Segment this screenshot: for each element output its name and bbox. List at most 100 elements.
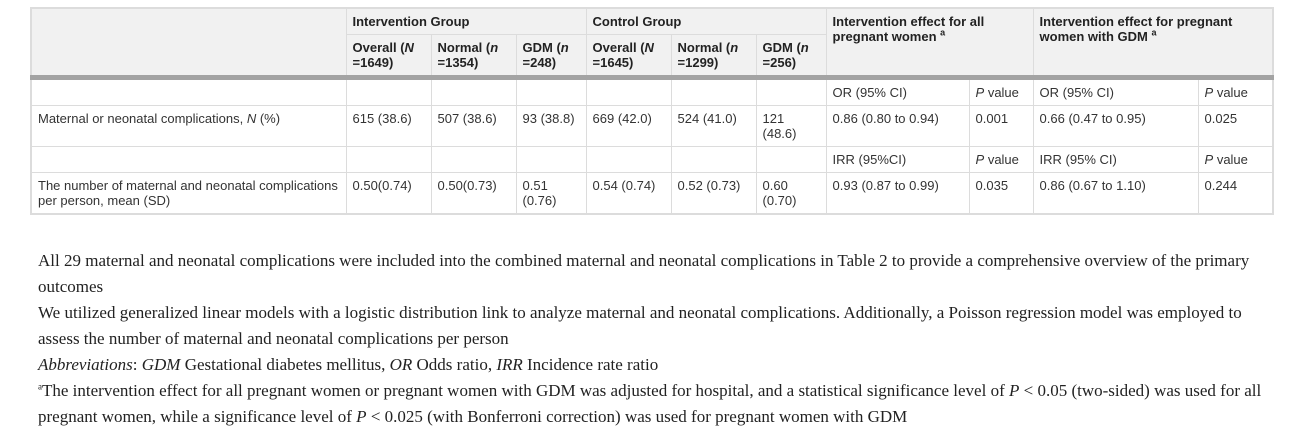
text-run: < 0.05 (two-sided) was used for all preg… xyxy=(38,381,1262,426)
text-run: Odds ratio, xyxy=(412,355,497,374)
table-cell xyxy=(515,77,587,106)
footnotes: All 29 maternal and neonatal complicatio… xyxy=(38,248,1268,430)
italic-run: Abbreviations xyxy=(38,355,133,374)
subheader: Normal (n =1299) xyxy=(670,34,757,80)
header-cell xyxy=(30,7,347,80)
table-cell xyxy=(585,146,672,173)
table-cell: 0.025 xyxy=(1197,105,1274,147)
table-cell: 0.001 xyxy=(968,105,1034,147)
text-run: =248) xyxy=(522,55,557,70)
table-cell: 0.035 xyxy=(968,172,1034,215)
table-cell: 524 (41.0) xyxy=(670,105,757,147)
text-run: Normal ( xyxy=(437,40,491,55)
header-group: Intervention effect for all pregnant wom… xyxy=(825,7,1034,80)
table-cell: IRR (95% CI) xyxy=(1032,146,1199,173)
subheader: GDM (n =248) xyxy=(515,34,587,80)
superscript: a xyxy=(1151,27,1157,38)
text-run: Intervention effect for all pregnant wom… xyxy=(832,14,985,44)
italic-run: n xyxy=(490,40,499,55)
footnote: We utilized generalized linear models wi… xyxy=(38,303,1242,348)
italic-run: P xyxy=(1204,152,1214,167)
table-cell: 0.93 (0.87 to 0.99) xyxy=(825,172,970,215)
table-cell xyxy=(585,77,672,106)
text-run: Maternal or neonatal complications, xyxy=(38,111,247,126)
text-run: value xyxy=(984,152,1019,167)
text-run: =1649) xyxy=(352,55,394,70)
table-cell xyxy=(430,146,517,173)
header-group: Intervention Group xyxy=(345,7,587,35)
subheader: GDM (n =256) xyxy=(755,34,827,80)
table-body: OR (95% CI) P value OR (95% CI) P value Mate… xyxy=(30,77,1274,215)
table-row: Maternal or neonatal complications, N (%… xyxy=(30,105,1274,147)
table-cell: Maternal or neonatal complications, N (%… xyxy=(30,105,347,147)
italic-run: n xyxy=(730,40,739,55)
header-group: Intervention effect for pregnant women w… xyxy=(1032,7,1274,80)
italic-run: N xyxy=(246,111,257,126)
italic-run: N xyxy=(644,40,654,55)
table-cell xyxy=(755,146,827,173)
subheader: Overall (N =1645) xyxy=(585,34,672,80)
footnote: aThe intervention effect for all pregnan… xyxy=(38,378,1268,430)
table-cell: 0.86 (0.67 to 1.10) xyxy=(1032,172,1199,215)
table-cell: P value xyxy=(1197,77,1274,106)
table-cell: 0.50(0.73) xyxy=(430,172,517,215)
text-run: Overall ( xyxy=(592,40,645,55)
table-cell: 0.66 (0.47 to 0.95) xyxy=(1032,105,1199,147)
italic-run: P xyxy=(975,152,985,167)
italic-run: P xyxy=(1008,381,1020,400)
text-run: Intervention effect for pregnant women w… xyxy=(1039,14,1233,44)
text-run: Incidence rate ratio xyxy=(522,355,659,374)
table-row: The number of maternal and neonatal comp… xyxy=(30,172,1274,215)
table-cell: 0.52 (0.73) xyxy=(670,172,757,215)
text-run: value xyxy=(984,85,1019,100)
italic-run: GDM xyxy=(141,355,181,374)
table-cell: P value xyxy=(968,77,1034,106)
italic-run: n xyxy=(560,40,569,55)
results-table: Intervention Group Control Group Intervent… xyxy=(30,7,1275,215)
footnote: Abbreviations: GDM Gestational diabetes … xyxy=(38,352,1268,378)
table-cell: 93 (38.8) xyxy=(515,105,587,147)
table-cell xyxy=(755,77,827,106)
footnote: All 29 maternal and neonatal complicatio… xyxy=(38,251,1250,296)
table-cell: 0.54 (0.74) xyxy=(585,172,672,215)
table-cell: IRR (95%CI) xyxy=(825,146,970,173)
table-cell xyxy=(345,146,432,173)
table-cell: 0.50(0.74) xyxy=(345,172,432,215)
text-run: < 0.025 (with Bonferroni correction) was… xyxy=(366,407,908,426)
table-cell: OR (95% CI) xyxy=(825,77,970,106)
text-run: Overall ( xyxy=(352,40,405,55)
subheader: Overall (N =1649) xyxy=(345,34,432,80)
italic-run: IRR xyxy=(496,355,523,374)
superscript: a xyxy=(940,27,946,38)
table-cell: 507 (38.6) xyxy=(430,105,517,147)
header-row: Overall (N =1649) Normal (n =1354) GDM (n … xyxy=(31,34,1273,80)
subheader: Normal (n =1354) xyxy=(430,34,517,80)
text-run: The intervention effect for all pregnant… xyxy=(42,381,1009,400)
table-cell: 0.86 (0.80 to 0.94) xyxy=(825,105,970,147)
table-header: Intervention Group Control Group Intervent… xyxy=(30,7,1274,80)
italic-run: N xyxy=(404,40,414,55)
table-cell: OR (95% CI) xyxy=(1032,77,1199,106)
table-cell: P value xyxy=(968,146,1034,173)
text-run: value xyxy=(1213,152,1248,167)
text-run: =1354) xyxy=(437,55,479,70)
table-cell: 0.51 (0.76) xyxy=(515,172,587,215)
italic-run: OR xyxy=(389,355,413,374)
italic-run: P xyxy=(1204,85,1214,100)
text-run: Gestational diabetes mellitus, xyxy=(180,355,390,374)
table-cell xyxy=(670,77,757,106)
text-run: =1299) xyxy=(677,55,719,70)
italic-run: n xyxy=(800,40,809,55)
table-row: OR (95% CI) P value OR (95% CI) P value xyxy=(30,77,1274,106)
text-run: (%) xyxy=(256,111,281,126)
table-row: IRR (95%CI) P value IRR (95% CI) P value xyxy=(30,146,1274,173)
table-cell xyxy=(345,77,432,106)
table-cell xyxy=(515,146,587,173)
table-cell: 0.244 xyxy=(1197,172,1274,215)
table-cell: 121 (48.6) xyxy=(755,105,827,147)
table-cell: 0.60 (0.70) xyxy=(755,172,827,215)
text-run: Normal ( xyxy=(677,40,731,55)
header-row: Intervention Group Control Group Intervent… xyxy=(30,7,1274,80)
italic-run: P xyxy=(356,407,367,426)
